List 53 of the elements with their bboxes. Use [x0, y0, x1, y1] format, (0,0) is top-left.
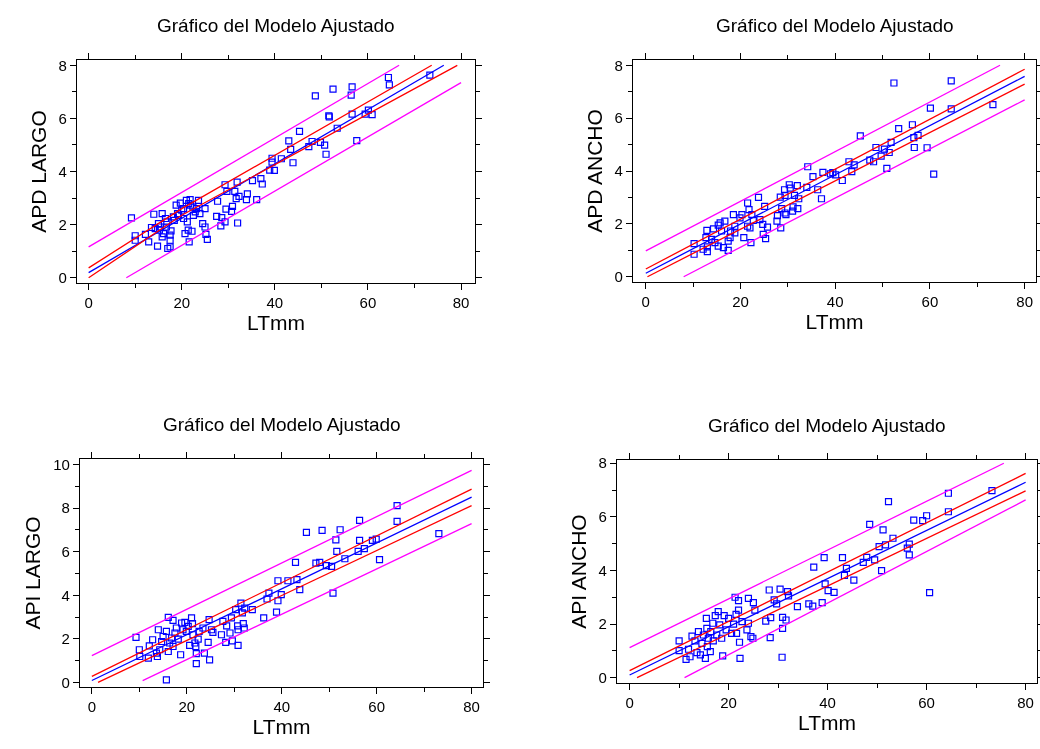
x-tick-label: 40: [273, 698, 291, 716]
y-tick-label: 4: [598, 561, 607, 579]
y-tick-label: 8: [614, 56, 623, 74]
y-tick-label: 6: [614, 109, 623, 127]
x-axis-title: LTmm: [798, 711, 856, 735]
x-tick-label: 20: [173, 294, 191, 312]
y-tick-label: 8: [598, 454, 607, 472]
y-axis-title: APD ANCHO: [582, 109, 606, 233]
chart-title: Gráfico del Modelo Ajustado: [157, 15, 395, 36]
y-tick-label: 0: [61, 673, 70, 691]
y-axis-title: APD LARGO: [26, 110, 50, 233]
chart-title: Gráfico del Modelo Ajustado: [708, 415, 946, 436]
y-axis-title: API LARGO: [21, 516, 45, 630]
x-tick-label: 80: [463, 698, 480, 716]
y-tick-label: 8: [58, 56, 67, 74]
y-tick-label: 0: [58, 268, 67, 286]
x-tick-label: 20: [732, 293, 749, 311]
x-tick-label: 0: [87, 698, 97, 716]
y-axis-title: API ANCHO: [566, 514, 590, 629]
y-tick-label: 10: [53, 455, 70, 473]
y-tick-label: 2: [598, 615, 607, 633]
y-tick-label: 2: [58, 215, 67, 233]
x-tick-label: 60: [359, 294, 377, 312]
x-axis-title: LTmm: [252, 715, 311, 739]
x-tick-label: 80: [1016, 293, 1033, 311]
x-tick-label: 60: [918, 694, 935, 712]
x-tick-label: 40: [826, 293, 844, 311]
chart-title: Gráfico del Modelo Ajustado: [716, 15, 954, 36]
x-tick-label: 40: [266, 294, 284, 312]
x-tick-label: 80: [1017, 694, 1034, 712]
y-tick-label: 6: [58, 109, 67, 127]
y-tick-label: 6: [61, 543, 70, 561]
y-tick-label: 8: [61, 499, 70, 517]
y-tick-label: 0: [598, 668, 607, 686]
x-axis-title: LTmm: [805, 310, 864, 334]
x-tick-label: 40: [819, 694, 836, 712]
y-tick-label: 0: [614, 267, 623, 285]
x-tick-label: 0: [84, 294, 93, 312]
chart-title: Gráfico del Modelo Ajustado: [163, 414, 401, 435]
x-tick-label: 20: [720, 694, 737, 712]
y-tick-label: 2: [614, 215, 623, 233]
x-tick-label: 60: [368, 698, 386, 716]
x-tick-label: 80: [452, 294, 470, 312]
x-tick-label: 20: [178, 698, 196, 716]
x-axis-title: LTmm: [247, 311, 305, 335]
y-tick-label: 4: [614, 162, 623, 180]
x-tick-label: 0: [625, 694, 634, 712]
y-tick-label: 6: [598, 508, 607, 526]
y-tick-label: 4: [58, 162, 67, 180]
y-tick-label: 2: [61, 630, 70, 648]
x-tick-label: 0: [641, 293, 650, 311]
x-tick-label: 60: [921, 293, 939, 311]
y-tick-label: 4: [61, 586, 70, 604]
